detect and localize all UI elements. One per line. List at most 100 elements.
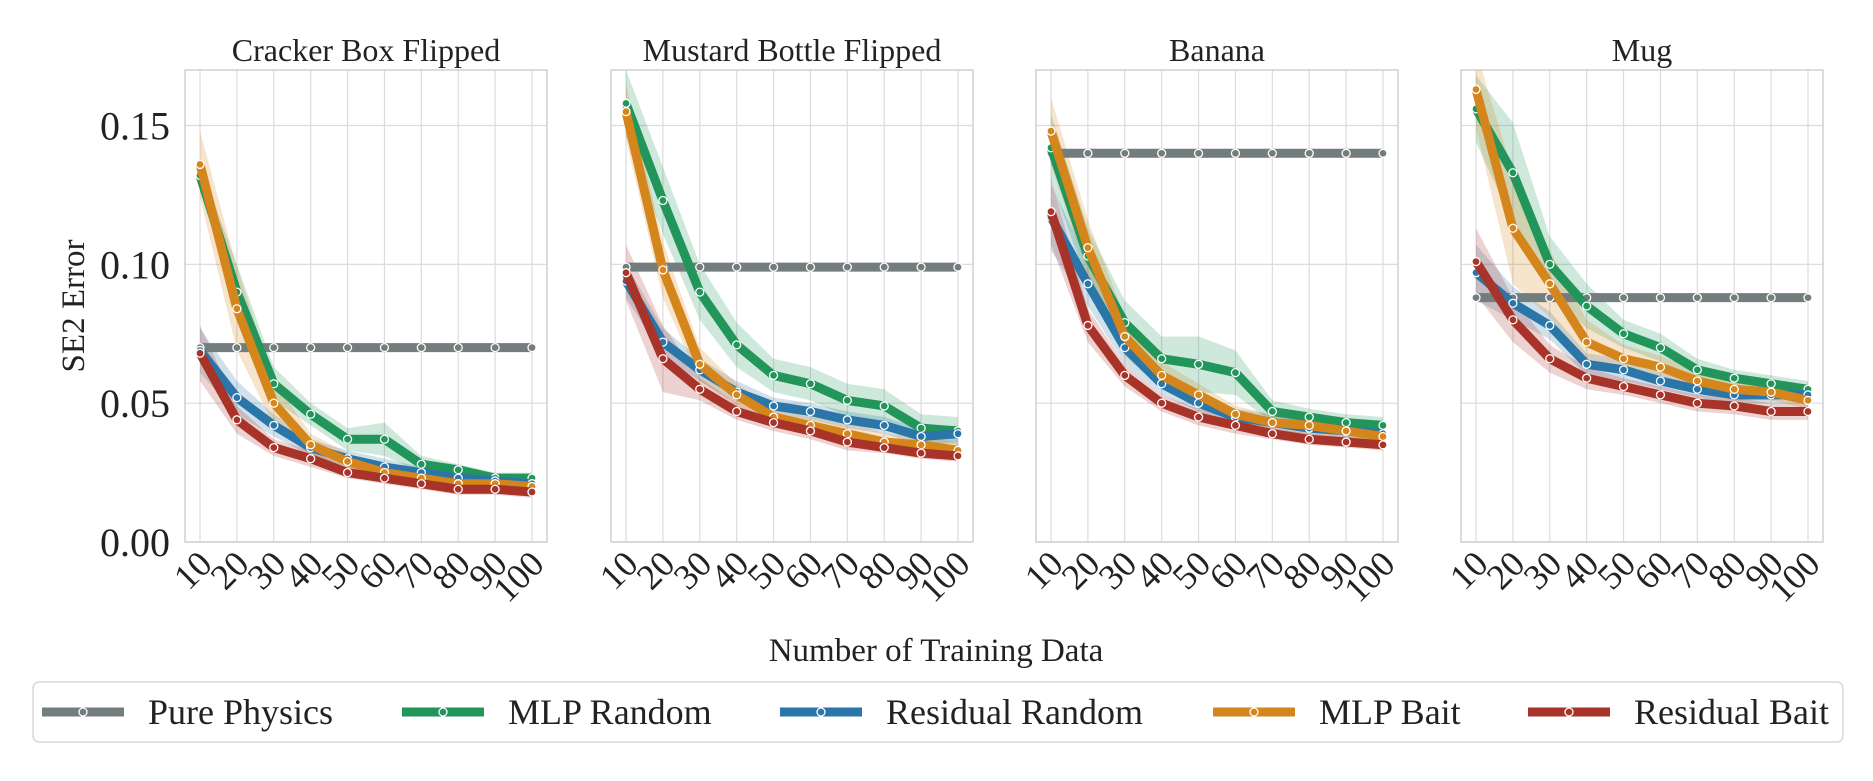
data-point-pure-physics	[417, 344, 425, 352]
data-point-residual-random	[233, 394, 241, 402]
data-point-mlp-random	[659, 196, 667, 204]
data-point-residual-bait	[1047, 208, 1055, 216]
data-point-residual-bait	[1121, 371, 1129, 379]
data-point-residual-bait	[1583, 374, 1591, 382]
data-point-residual-bait	[1305, 435, 1313, 443]
y-tick-label: 0.05	[100, 381, 170, 426]
data-point-residual-random	[954, 430, 962, 438]
data-point-residual-bait	[659, 355, 667, 363]
data-point-pure-physics	[733, 263, 741, 271]
data-point-mlp-bait	[1656, 363, 1664, 371]
data-point-residual-bait	[417, 480, 425, 488]
data-point-pure-physics	[380, 344, 388, 352]
data-point-pure-physics	[1730, 294, 1738, 302]
data-point-mlp-random	[1305, 413, 1313, 421]
data-point-residual-random	[806, 408, 814, 416]
data-point-residual-bait	[954, 452, 962, 460]
y-tick-label: 0.15	[100, 104, 170, 149]
data-point-residual-bait	[380, 474, 388, 482]
legend-label: MLP Bait	[1319, 692, 1461, 732]
legend-label: Residual Bait	[1634, 692, 1829, 732]
data-point-pure-physics	[1656, 294, 1664, 302]
data-point-mlp-bait	[1231, 410, 1239, 418]
data-point-mlp-random	[1342, 419, 1350, 427]
plot-area	[1047, 98, 1387, 451]
data-point-residual-bait	[1804, 408, 1812, 416]
data-point-residual-bait	[1195, 413, 1203, 421]
data-point-residual-bait	[1656, 391, 1664, 399]
data-point-mlp-random	[1767, 380, 1775, 388]
data-point-mlp-bait	[1693, 377, 1701, 385]
data-point-pure-physics	[528, 344, 536, 352]
data-point-mlp-bait	[696, 360, 704, 368]
data-point-mlp-random	[307, 410, 315, 418]
data-point-residual-bait	[270, 444, 278, 452]
data-point-pure-physics	[270, 344, 278, 352]
data-point-mlp-random	[1231, 369, 1239, 377]
data-point-residual-random	[1620, 366, 1628, 374]
data-point-mlp-random	[1656, 344, 1664, 352]
data-point-mlp-bait	[270, 399, 278, 407]
data-point-mlp-bait	[917, 441, 925, 449]
data-point-pure-physics	[1121, 149, 1129, 157]
data-point-mlp-random	[417, 460, 425, 468]
data-point-residual-bait	[917, 449, 925, 457]
data-point-residual-random	[1546, 321, 1554, 329]
legend: Pure Physics MLP Random Residual Random MLP…	[33, 682, 1843, 742]
legend-marker	[817, 708, 825, 716]
panel-title: Mug	[1612, 32, 1672, 68]
data-point-pure-physics	[1620, 294, 1628, 302]
data-point-mlp-random	[1509, 169, 1517, 177]
panel-frame	[611, 70, 973, 542]
data-point-mlp-bait	[733, 391, 741, 399]
data-point-pure-physics	[880, 263, 888, 271]
data-point-mlp-random	[1730, 374, 1738, 382]
data-point-mlp-bait	[1195, 391, 1203, 399]
data-point-residual-bait	[528, 488, 536, 496]
data-point-mlp-random	[1693, 366, 1701, 374]
data-point-mlp-bait	[1767, 388, 1775, 396]
data-point-mlp-bait	[1158, 371, 1166, 379]
data-point-pure-physics	[1379, 149, 1387, 157]
data-point-residual-bait	[806, 427, 814, 435]
data-point-pure-physics	[1268, 149, 1276, 157]
data-point-mlp-bait	[1047, 127, 1055, 135]
y-axis-label: SE2 Error	[56, 240, 92, 373]
data-point-mlp-random	[770, 371, 778, 379]
data-point-residual-bait	[1379, 441, 1387, 449]
data-point-pure-physics	[1158, 149, 1166, 157]
data-point-residual-bait	[1158, 399, 1166, 407]
data-point-residual-bait	[1620, 383, 1628, 391]
data-point-residual-bait	[733, 408, 741, 416]
data-point-residual-bait	[454, 485, 462, 493]
data-point-mlp-random	[696, 288, 704, 296]
data-point-mlp-random	[454, 466, 462, 474]
data-point-mlp-random	[1546, 260, 1554, 268]
data-point-residual-bait	[880, 444, 888, 452]
data-point-mlp-bait	[1472, 85, 1480, 93]
data-point-mlp-bait	[233, 305, 241, 313]
legend-marker	[1565, 708, 1573, 716]
data-point-residual-bait	[843, 438, 851, 446]
data-point-residual-bait	[622, 269, 630, 277]
data-point-mlp-bait	[307, 441, 315, 449]
data-point-residual-random	[1583, 360, 1591, 368]
legend-marker	[439, 708, 447, 716]
data-point-residual-bait	[491, 485, 499, 493]
data-point-mlp-bait	[1546, 280, 1554, 288]
data-point-mlp-random	[1195, 360, 1203, 368]
data-point-residual-bait	[307, 455, 315, 463]
data-point-pure-physics	[954, 263, 962, 271]
panel-mustard-bottle-flipped: Mustard Bottle Flipped102030405060708090…	[592, 32, 978, 610]
data-point-residual-random	[1509, 299, 1517, 307]
data-point-pure-physics	[1305, 149, 1313, 157]
data-point-residual-bait	[696, 385, 704, 393]
legend-label: Residual Random	[886, 692, 1143, 732]
data-point-residual-bait	[1268, 430, 1276, 438]
data-point-mlp-random	[733, 341, 741, 349]
data-point-pure-physics	[1195, 149, 1203, 157]
panel-title: Cracker Box Flipped	[232, 32, 500, 68]
data-point-residual-bait	[1767, 408, 1775, 416]
